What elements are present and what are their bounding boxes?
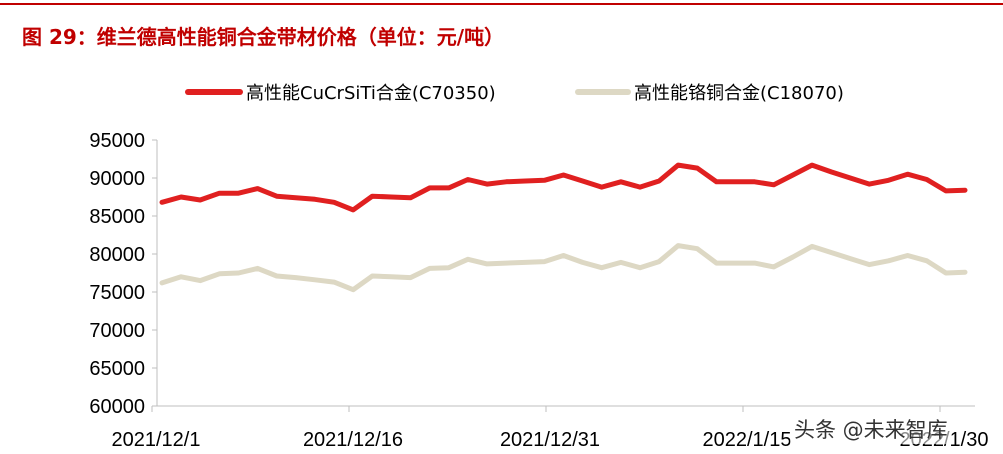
title-rule	[0, 3, 1003, 5]
legend: 高性能CuCrSiTi合金(C70350) 高性能铬铜合金(C18070)	[185, 83, 844, 104]
watermark: 头条 @未来智库	[790, 414, 952, 444]
y-tick-label: 75000	[89, 282, 145, 304]
x-tick-label: 2021/12/16	[303, 429, 403, 451]
y-tick-label: 95000	[89, 130, 145, 152]
y-axis: 60000 65000 70000 75000 80000 85000 90000 95000	[89, 130, 158, 418]
series-line-2	[159, 243, 968, 293]
x-tick-label: 2021/12/31	[500, 429, 600, 451]
legend-label-series2: 高性能铬铜合金(C18070)	[634, 83, 844, 104]
y-tick-label: 70000	[89, 320, 145, 342]
legend-label-series1: 高性能CuCrSiTi合金(C70350)	[246, 83, 496, 104]
figure-title: 图 29：维兰德高性能铜合金带材价格（单位：元/吨）	[22, 25, 505, 49]
x-axis: 2021/12/12021/12/162021/12/312022/1/1520…	[112, 405, 988, 451]
x-tick-label: 2022/1/15	[703, 429, 792, 451]
x-tick-label: 2021/12/1	[112, 429, 201, 451]
plot-area	[159, 162, 968, 293]
y-tick-label: 80000	[89, 244, 145, 266]
series-line-1	[159, 162, 968, 213]
y-tick-label: 90000	[89, 168, 145, 190]
y-tick-label: 60000	[89, 396, 145, 418]
y-tick-label: 85000	[89, 206, 145, 228]
y-tick-label: 65000	[89, 358, 145, 380]
